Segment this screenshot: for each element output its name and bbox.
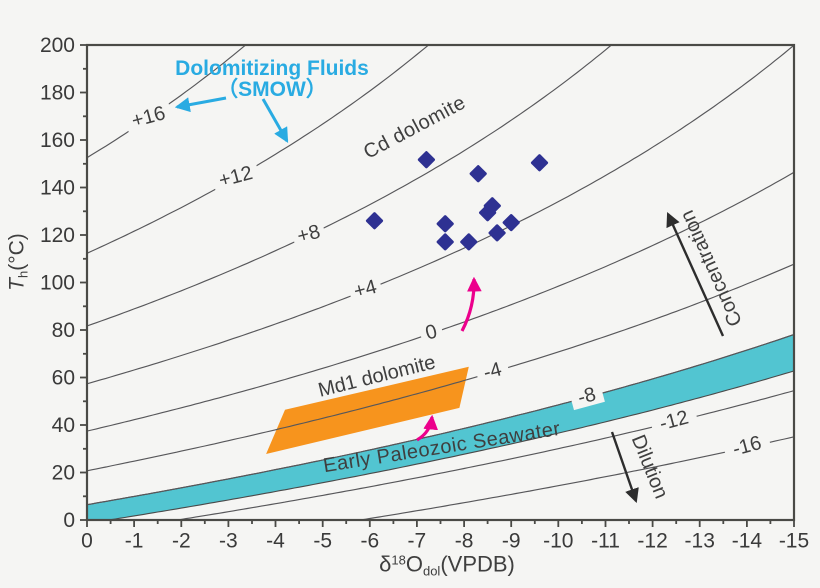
concentration-arrow [666,212,725,337]
x-tick-label: -12 [637,529,667,552]
contour-line--16 [356,436,794,520]
y-tick-label: 20 [52,462,75,485]
x-tick-label: -3 [219,529,238,552]
y-axis-title: Th(°C) [6,233,31,291]
md1-region [266,366,469,454]
contour-label--16: -16 [721,428,772,462]
contour-line--4 [87,263,794,472]
x-tick-label: -7 [408,529,427,552]
data-point [460,233,478,251]
x-tick-label: -11 [591,529,620,552]
seawater-band [87,333,794,520]
y-tick-label: 200 [40,34,75,57]
dolomitizing-fluids-label: Dolomitizing Fluids （SMOW） [175,58,369,100]
data-point [365,212,384,230]
x-tick-label: -13 [685,529,715,552]
y-tick-label: 100 [40,272,75,295]
x-tick-label: -5 [313,529,332,552]
y-tick-label: 180 [40,82,75,105]
data-point [436,215,454,233]
contour-label-+8: +8 [290,218,327,249]
contour-label--4: -4 [473,355,511,386]
x-axis-delta: δ [379,551,392,577]
contour-label-+16: +16 [123,99,174,133]
data-point [417,151,435,169]
svg-text:-16: -16 [730,432,764,461]
data-point [530,154,549,172]
contour-line-+8 [87,45,613,327]
data-points-cd-dolomite [365,151,549,251]
x-axis-subscript: dol [422,563,441,579]
contour-line--8 [87,333,794,506]
x-tick-label: -2 [172,529,191,552]
contour-labels: +16 +12 +8 +4 0 -4 -8 -12 -16 [123,99,772,462]
x-axis-element: O [405,551,423,577]
y-tick-label: 120 [40,224,75,247]
y-axis-subscript: h [15,270,31,278]
x-tick-label: -10 [543,529,573,552]
data-point [436,233,454,251]
data-point [502,214,520,232]
contour-label-+12: +12 [210,159,261,193]
data-point [469,165,487,183]
svg-text:-12: -12 [657,407,691,436]
y-axis-symbol: T [5,277,29,291]
x-tick-label: -14 [732,529,763,552]
fluids-pointer-right [261,98,289,143]
contour-label--8: -8 [568,380,605,411]
x-tick-label: 0 [81,529,93,552]
svg-text:-8: -8 [575,383,598,409]
dolomitizing-fluids-line1: Dolomitizing Fluids [175,57,369,80]
x-tick-label: -8 [455,529,474,552]
plot-border [85,43,796,522]
svg-text:-4: -4 [481,358,504,384]
contour-line-+4 [87,45,794,385]
trend-arrow-lower [416,414,439,442]
tick-labels: 0 -1 -2 -3 -4 -5 -6 -7 -8 -9 -10 -11 -12 -13 -14 -15 0 20… [40,34,809,552]
x-tick-label: -15 [779,529,809,552]
x-axis-standard: (VPDB) [440,551,515,577]
x-axis-title: δ18Odol(VPDB) [379,552,515,579]
x-tick-label: -4 [266,529,285,552]
y-tick-label: 60 [52,367,75,390]
contour-label-+4: +4 [346,273,384,304]
svg-text:0: 0 [423,320,439,344]
svg-text:+16: +16 [129,102,167,132]
contour-line-+12 [87,45,430,254]
x-tick-label: -9 [502,529,521,552]
data-point [488,224,506,242]
y-tick-label: 160 [40,129,75,152]
y-tick-label: 0 [63,509,75,532]
svg-text:+12: +12 [217,162,255,192]
contour-label-0: 0 [417,318,445,345]
data-point [483,197,501,215]
y-axis-unit: (°C) [5,233,29,271]
fluids-pointer-left [174,96,227,113]
contour-line-+16 [87,45,247,159]
annotation-arrows [174,96,725,504]
axes-ticks [80,44,795,527]
y-tick-label: 140 [40,177,75,200]
y-tick-label: 40 [52,414,75,437]
x-tick-label: -1 [125,529,144,552]
x-tick-label: -6 [360,529,379,552]
y-tick-label: 80 [52,319,75,342]
dilution-arrow [610,431,639,504]
x-axis-isotope: 18 [391,552,406,568]
dolomitizing-fluids-line2: （SMOW） [217,78,327,101]
trend-arrow-upper [460,276,482,332]
